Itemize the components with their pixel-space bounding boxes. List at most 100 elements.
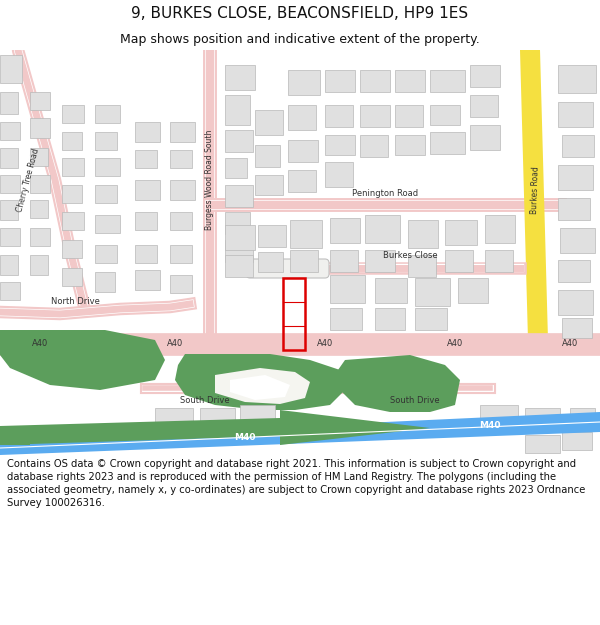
Bar	[470, 125, 500, 150]
Bar	[135, 245, 157, 263]
Bar	[170, 245, 192, 263]
Text: A40: A40	[32, 339, 48, 349]
Bar	[485, 215, 515, 243]
Bar	[255, 175, 283, 195]
Bar	[558, 65, 596, 93]
Bar	[225, 130, 253, 152]
Bar	[0, 122, 20, 140]
Text: Map shows position and indicative extent of the property.: Map shows position and indicative extent…	[120, 32, 480, 46]
Bar	[330, 250, 358, 272]
Bar	[430, 70, 465, 92]
Text: 9, BURKES CLOSE, BEACONSFIELD, HP9 1ES: 9, BURKES CLOSE, BEACONSFIELD, HP9 1ES	[131, 6, 469, 21]
Bar	[62, 240, 82, 258]
Bar	[330, 308, 362, 330]
Bar	[395, 105, 423, 127]
Bar	[288, 140, 318, 162]
Text: Contains OS data © Crown copyright and database right 2021. This information is : Contains OS data © Crown copyright and d…	[7, 459, 586, 508]
Bar	[415, 308, 447, 330]
Bar	[365, 250, 395, 272]
Bar	[62, 212, 84, 230]
Text: Cherry Tree Road: Cherry Tree Road	[15, 148, 41, 213]
Bar	[288, 70, 320, 95]
Bar	[562, 432, 592, 450]
Bar	[30, 92, 50, 110]
Bar	[445, 220, 477, 245]
Bar	[290, 220, 322, 248]
Bar	[170, 122, 195, 142]
Bar	[225, 255, 253, 277]
Polygon shape	[520, 50, 548, 340]
Bar	[30, 175, 50, 193]
Bar	[255, 145, 280, 167]
Bar	[485, 250, 513, 272]
Bar	[30, 148, 48, 166]
Text: M40: M40	[479, 421, 501, 429]
Bar	[0, 200, 18, 220]
Polygon shape	[215, 368, 310, 404]
Bar	[135, 122, 160, 142]
Text: M40: M40	[234, 434, 256, 442]
Bar	[470, 65, 500, 87]
Text: Penington Road: Penington Road	[352, 189, 418, 198]
Bar	[0, 282, 20, 300]
Bar	[0, 92, 18, 114]
Bar	[445, 250, 473, 272]
Bar	[135, 212, 157, 230]
Bar	[170, 180, 195, 200]
Bar	[155, 408, 193, 430]
Text: Burkes Close: Burkes Close	[383, 251, 437, 260]
Bar	[360, 70, 390, 92]
Bar	[225, 158, 247, 178]
Bar	[395, 70, 425, 92]
Text: North Drive: North Drive	[50, 297, 100, 306]
Bar	[95, 158, 120, 176]
Bar	[375, 278, 407, 303]
Bar	[288, 105, 316, 130]
Bar	[325, 70, 355, 92]
Bar	[170, 212, 192, 230]
Bar	[415, 278, 450, 306]
Bar	[290, 250, 318, 272]
Bar	[95, 215, 120, 233]
Bar	[0, 148, 18, 168]
Bar	[255, 110, 283, 135]
Bar	[330, 275, 365, 303]
Bar	[325, 135, 355, 155]
Polygon shape	[0, 410, 430, 445]
Bar	[562, 318, 592, 338]
Bar	[225, 240, 253, 262]
Text: South Drive: South Drive	[390, 396, 440, 405]
Bar	[225, 95, 250, 125]
Polygon shape	[230, 375, 290, 400]
Bar	[0, 175, 20, 193]
Bar	[525, 435, 560, 453]
Bar	[240, 405, 275, 430]
Bar	[375, 308, 405, 330]
Polygon shape	[0, 432, 30, 445]
Text: A40: A40	[167, 339, 183, 349]
Text: South Drive: South Drive	[180, 396, 230, 405]
Bar	[30, 200, 48, 218]
Text: A40: A40	[317, 339, 333, 349]
Bar	[135, 180, 160, 200]
Bar	[30, 118, 50, 138]
Bar	[408, 255, 436, 277]
Bar	[558, 198, 590, 220]
Bar	[225, 185, 253, 207]
Bar	[430, 105, 460, 125]
Bar	[560, 228, 595, 253]
Bar	[170, 275, 192, 293]
Polygon shape	[0, 330, 165, 390]
Bar	[562, 135, 594, 157]
Bar	[570, 408, 595, 430]
Bar	[325, 162, 353, 187]
FancyBboxPatch shape	[246, 259, 329, 278]
Bar	[225, 65, 255, 90]
Bar	[170, 150, 192, 168]
Text: A40: A40	[562, 339, 578, 349]
Bar	[0, 333, 600, 355]
Bar	[395, 135, 425, 155]
Bar	[95, 245, 117, 263]
Bar	[330, 218, 360, 243]
Bar	[360, 105, 390, 127]
